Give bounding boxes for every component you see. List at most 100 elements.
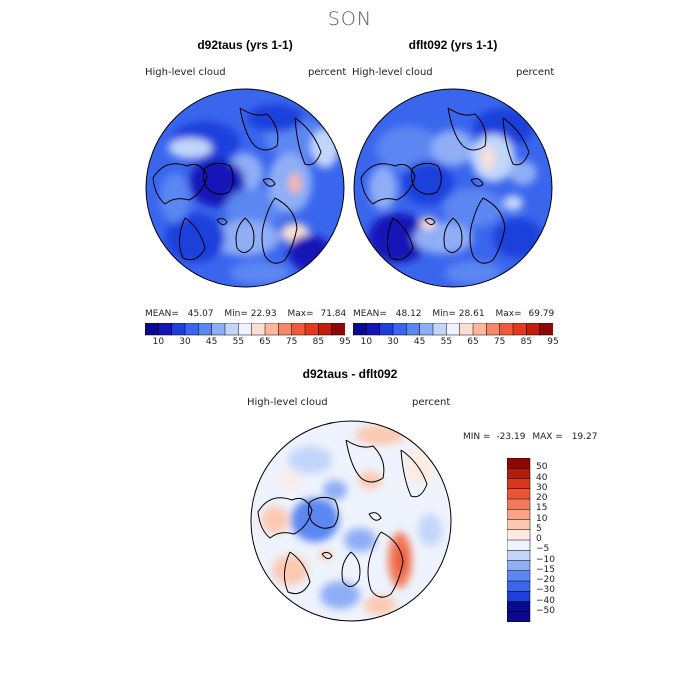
colorbar-tick-label: 65 — [467, 337, 479, 347]
panel2-colorbar — [353, 323, 553, 336]
colorbar-swatch — [291, 323, 306, 336]
panel1-title: d92taus (yrs 1-1) — [197, 38, 293, 52]
diff-stats: MIN = -23.19 MAX = 19.27 — [463, 432, 597, 442]
colorbar-swatch — [512, 323, 527, 336]
colorbar-tick-label: 45 — [413, 337, 426, 347]
season-title: SON — [327, 8, 373, 30]
colorbar-tick-label: 95 — [339, 337, 351, 347]
colorbar-swatch — [158, 323, 173, 336]
diff-min-value: -23.19 — [496, 432, 526, 442]
colorbar-swatch — [419, 323, 434, 336]
panel2-variable: High-level cloud — [352, 67, 433, 78]
colorbar-tick-label: 55 — [440, 337, 453, 347]
colorbar-tick-label: 10 — [152, 337, 165, 347]
colorbar-swatch — [486, 323, 501, 336]
colorbar-tick-label: 75 — [285, 337, 298, 347]
colorbar-tick-label: 65 — [259, 337, 271, 347]
colorbar-swatch — [507, 570, 531, 582]
colorbar-tick-label: 40 — [536, 472, 548, 483]
colorbar-swatch — [304, 323, 319, 336]
diff-colorbar-ticks: 50 40 30 20 15 10 5 0 −5 −10 −15 −20 −30 −40 −50 — [536, 458, 576, 622]
colorbar-tick-label: 30 — [179, 337, 191, 347]
colorbar-swatch — [406, 323, 421, 336]
colorbar-swatch — [353, 323, 367, 336]
colorbar-swatch — [507, 519, 531, 531]
panel2-mean-label: MEAN= — [353, 309, 387, 319]
colorbar-swatch — [507, 458, 531, 469]
colorbar-tick-label: 10 — [360, 337, 373, 347]
colorbar-swatch — [366, 323, 381, 336]
panel2-max-value: 69.79 — [528, 309, 555, 319]
diff-title: d92taus - dflt092 — [302, 367, 398, 381]
panel1-min-label: Min= — [224, 309, 248, 319]
diff-polar-map — [250, 420, 452, 622]
colorbar-tick-label: −30 — [536, 585, 555, 596]
colorbar-tick-label: −50 — [536, 605, 555, 616]
colorbar-tick-label: 5 — [536, 523, 542, 534]
colorbar-tick-label: −15 — [536, 564, 555, 575]
panel2-stats: MEAN= 48.12 Min= 28.61 Max= 69.79 — [353, 309, 554, 319]
colorbar-swatch — [278, 323, 293, 336]
colorbar-swatch — [507, 611, 531, 622]
colorbar-tick-label: 50 — [536, 462, 548, 473]
colorbar-swatch — [264, 323, 279, 336]
colorbar-swatch — [446, 323, 461, 336]
colorbar-swatch — [211, 323, 226, 336]
colorbar-swatch — [507, 591, 531, 603]
colorbar-swatch — [184, 323, 199, 336]
colorbar-swatch — [507, 488, 531, 500]
colorbar-swatch — [198, 323, 213, 336]
colorbar-swatch — [379, 323, 394, 336]
colorbar-tick-label: −40 — [536, 595, 555, 606]
colorbar-swatch — [318, 323, 333, 336]
colorbar-tick-label: 20 — [536, 493, 548, 503]
colorbar-swatch — [507, 580, 531, 592]
colorbar-swatch — [507, 509, 531, 521]
panel1-mean-label: MEAN= — [145, 309, 179, 319]
colorbar-tick-label: 30 — [536, 482, 548, 493]
colorbar-tick-label: 85 — [520, 337, 533, 347]
colorbar-swatch — [526, 323, 541, 336]
colorbar-swatch — [472, 323, 487, 336]
diff-colorbar — [507, 458, 531, 622]
colorbar-swatch — [507, 550, 531, 562]
colorbar-swatch — [507, 529, 531, 541]
colorbar-swatch — [171, 323, 186, 336]
panel2-title: dflt092 (yrs 1-1) — [408, 38, 498, 52]
colorbar-tick-label: −20 — [536, 575, 555, 585]
colorbar-swatch — [507, 539, 531, 551]
panel1-stats: MEAN= 45.07 Min= 22.93 Max= 71.84 — [145, 309, 346, 319]
colorbar-tick-label: 10 — [536, 513, 548, 524]
panel1-polar-map — [145, 88, 345, 288]
colorbar-tick-label: 30 — [387, 337, 399, 347]
panel1-max-label: Max= — [287, 309, 314, 319]
colorbar-swatch — [507, 478, 531, 490]
panel1-variable: High-level cloud — [145, 67, 226, 78]
panel1-mean-value: 45.07 — [187, 309, 214, 319]
panel2-min-label: Min= — [432, 309, 456, 319]
colorbar-swatch — [499, 323, 514, 336]
diff-max-label: MAX = — [532, 432, 563, 442]
colorbar-swatch — [238, 323, 253, 336]
panel2-colorbar-ticks: 10 30 45 55 65 75 85 95 — [353, 337, 559, 349]
diff-max-value: 19.27 — [571, 432, 598, 442]
colorbar-tick-label: 45 — [205, 337, 218, 347]
colorbar-swatch — [459, 323, 474, 336]
colorbar-swatch — [507, 601, 531, 613]
panel2-max-label: Max= — [495, 309, 522, 319]
colorbar-swatch — [432, 323, 447, 336]
panel1-max-value: 71.84 — [320, 309, 347, 319]
colorbar-tick-label: 15 — [536, 503, 548, 514]
colorbar-swatch — [507, 498, 531, 510]
panel1-colorbar — [145, 323, 345, 336]
diff-variable: High-level cloud — [247, 397, 328, 408]
panel2-polar-map — [353, 88, 553, 288]
colorbar-swatch — [145, 323, 159, 336]
panel2-units: percent — [516, 67, 555, 78]
panel1-colorbar-ticks: 10 30 45 55 65 75 85 95 — [145, 337, 351, 349]
colorbar-tick-label: 0 — [536, 534, 542, 544]
diff-units: percent — [412, 397, 451, 408]
colorbar-swatch — [331, 323, 345, 336]
colorbar-swatch — [507, 560, 531, 572]
